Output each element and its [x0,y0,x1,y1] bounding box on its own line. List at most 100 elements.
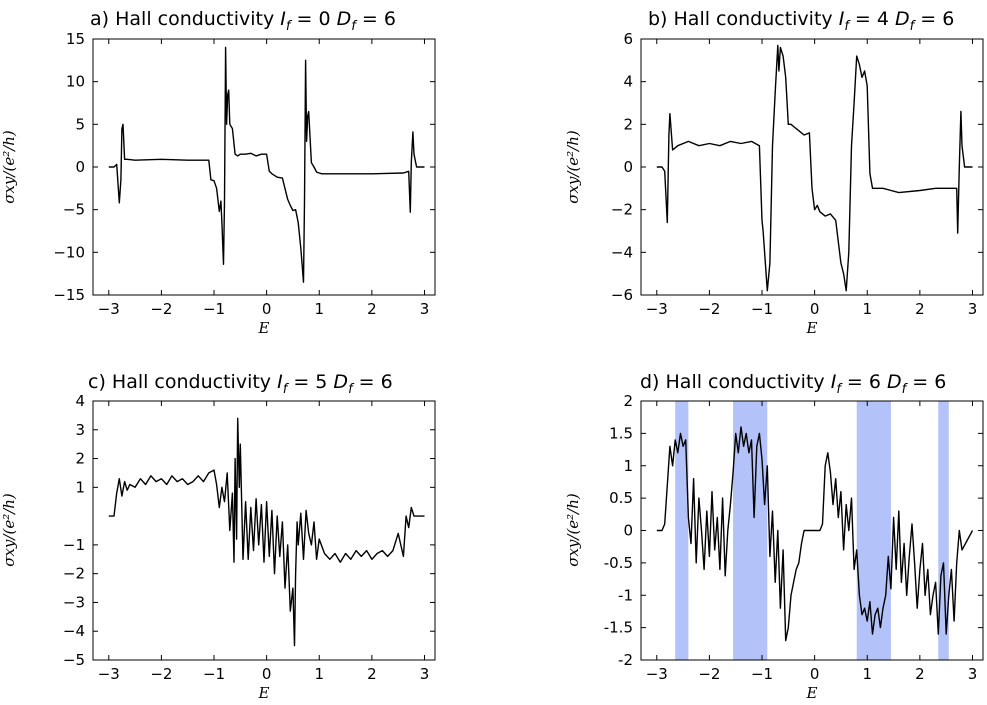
y-tick-label: 2 [623,115,633,133]
panel-title: c) Hall conductivity If = 5 Df = 6 [88,371,393,397]
title-text: Hall conductivity [674,8,839,30]
x-tick-label: 3 [420,665,430,683]
x-tick-label: 3 [968,665,978,683]
y-tick-label: 15 [66,30,85,48]
x-tick-label: 0 [262,665,272,683]
highlight-band [733,401,768,660]
x-tick-label: 1 [314,665,324,683]
y-tick-label: −2 [611,201,633,219]
y-tick-label: -1 [618,586,633,604]
hall-conductivity-line [108,417,425,647]
y-tick-label: 5 [75,115,85,133]
param-subscript: f [348,382,355,397]
y-tick-label: 1 [623,457,633,475]
y-tick-label: 6 [623,30,633,48]
y-tick-label: −4 [611,243,633,261]
param-symbol: I [280,8,286,30]
param-symbol: D [333,371,348,393]
param-value: = 5 [287,371,333,393]
y-tick-label: −5 [63,651,85,669]
x-tick-label: 0 [810,665,820,683]
x-axis-label: E [258,684,270,702]
title-text: Hall conductivity [112,371,277,393]
hall-conductivity-line [108,46,425,283]
x-tick-label: −3 [98,665,120,683]
param-symbol: I [831,371,837,393]
y-tick-label: 1 [75,478,85,496]
panel-letter: b) [648,8,674,30]
x-axis-label: E [806,319,818,337]
param-value: = 6 [356,8,396,30]
y-tick-label: -2 [618,651,633,669]
x-tick-label: −1 [751,300,773,318]
panel-letter: d) [640,371,666,393]
hall-conductivity-line [656,426,974,642]
x-tick-label: 2 [915,665,925,683]
y-tick-label: −1 [63,536,85,554]
x-tick-label: −1 [751,665,773,683]
y-tick-label: 0 [623,522,633,540]
y-tick-label: -1.5 [604,619,633,637]
x-tick-label: −3 [646,665,668,683]
panel-letter: c) [88,371,112,393]
y-tick-label: 0 [623,158,633,176]
param-subscript: f [844,19,851,34]
x-tick-label: 0 [262,300,272,318]
param-subscript: f [902,382,909,397]
y-tick-label: -0.5 [604,554,633,572]
param-subscript: f [910,19,917,34]
panel-title: b) Hall conductivity If = 4 Df = 6 [648,8,954,34]
x-tick-label: −2 [698,300,720,318]
panel-title: d) Hall conductivity If = 6 Df = 6 [640,371,946,397]
plot-frame [92,38,436,296]
y-tick-label: 3 [75,421,85,439]
y-axis-label: σxy/(e²/h) [564,130,582,204]
panel-d: −3 −2 −1 0 1 2 3 2 1.5 1 0.5 0 -0.5 -1 -1.5 -2 Eσxy/(e²/… [564,371,984,702]
y-tick-label: 10 [66,73,85,91]
x-tick-label: 1 [314,300,324,318]
param-value: = 4 [849,8,895,30]
x-tick-label: −3 [98,300,120,318]
param-subscript: f [351,19,358,34]
x-tick-label: 2 [367,300,377,318]
y-tick-label: −2 [63,565,85,583]
param-subscript: f [286,19,293,34]
hall-conductivity-line [656,44,973,292]
x-tick-label: 0 [810,300,820,318]
x-tick-label: −2 [150,665,172,683]
y-tick-label: 4 [623,73,633,91]
title-text: Hall conductivity [666,371,831,393]
x-tick-label: 3 [420,300,430,318]
x-tick-label: −1 [203,665,225,683]
title-text: Hall conductivity [115,8,280,30]
x-tick-label: 3 [968,300,978,318]
y-tick-label: −6 [611,286,633,304]
y-tick-label: −4 [63,622,85,640]
x-axis-label: E [258,319,270,337]
x-tick-label: 1 [862,300,872,318]
y-tick-label: 4 [75,392,85,410]
param-subscript: f [283,382,290,397]
param-value: = 6 [353,371,393,393]
x-tick-label: 2 [915,300,925,318]
y-tick-label: −3 [63,593,85,611]
highlight-band [856,401,891,660]
x-tick-label: −1 [203,300,225,318]
param-symbol: I [839,8,845,30]
x-tick-label: −2 [150,300,172,318]
plot-frame [640,38,984,296]
y-tick-label: 2 [75,450,85,468]
panel-title: a) Hall conductivity If = 0 Df = 6 [90,8,396,34]
param-value: = 0 [290,8,336,30]
x-tick-label: −3 [646,300,668,318]
panel-letter: a) [90,8,115,30]
y-tick-label: −15 [53,286,85,304]
x-tick-label: −2 [698,665,720,683]
param-subscript: f [836,382,843,397]
y-tick-label: 1.5 [609,424,633,442]
y-axis-label: σxy/(e²/h) [0,493,18,567]
